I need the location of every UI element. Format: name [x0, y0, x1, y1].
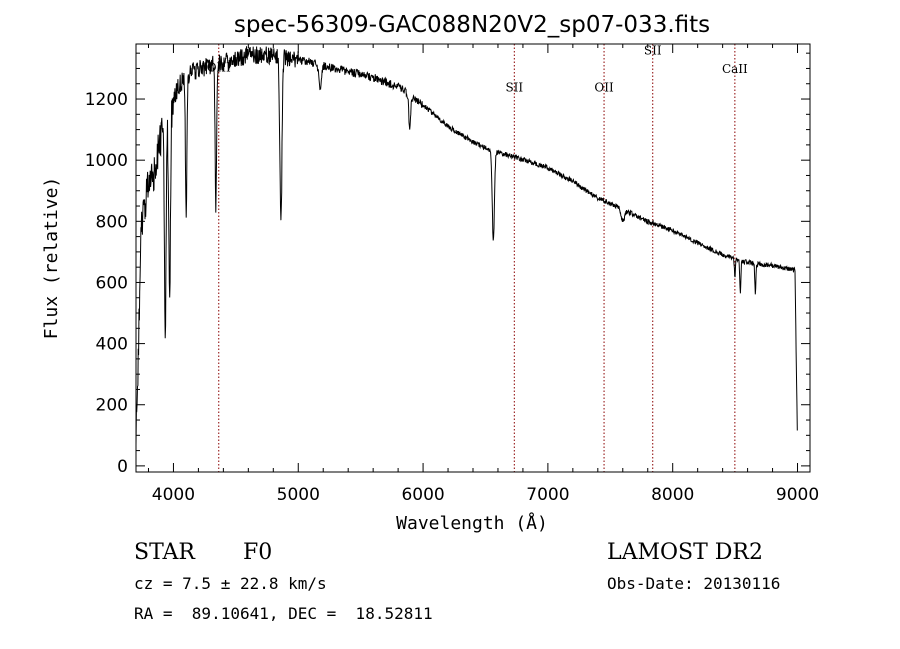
y-tick-label: 200 [96, 396, 128, 416]
x-tick-label: 9000 [776, 485, 819, 505]
x-tick-label: 7000 [526, 485, 569, 505]
y-tick-label: 800 [96, 212, 128, 232]
survey-name: LAMOST DR2 [607, 540, 763, 565]
y-tick-label: 1000 [85, 151, 128, 171]
spectrum-line [135, 46, 798, 445]
y-axis-label: Flux (relative) [41, 177, 62, 340]
observation-date: Obs-Date: 20130116 [607, 574, 781, 593]
redshift-cz: cz = 7.5 ± 22.8 km/s [134, 574, 327, 593]
chart-title: spec-56309-GAC088N20V2_sp07-033.fits [234, 12, 710, 38]
sky-coordinates: RA = 89.10641, DEC = 18.52811 [134, 604, 433, 623]
object-class: STAR [134, 540, 195, 565]
y-tick-label: 600 [96, 273, 128, 293]
object-subclass: F0 [243, 540, 273, 565]
x-tick-label: 5000 [277, 485, 320, 505]
marker-label: SII [505, 80, 523, 94]
y-tick-label: 400 [96, 335, 128, 355]
marker-label: CaII [722, 62, 748, 76]
plot-frame [135, 43, 811, 473]
x-tick-label: 6000 [401, 485, 444, 505]
y-axis: 0 200 400 600 800 1000 1200 [85, 52, 810, 477]
x-tick-label: 4000 [152, 485, 195, 505]
x-axis: 4000 5000 6000 7000 8000 9000 [147, 44, 819, 505]
x-axis-label: Wavelength (Å) [396, 512, 548, 534]
spectrum-series [135, 46, 798, 445]
marker-label: OII [594, 80, 614, 94]
y-tick-label: 1200 [85, 90, 128, 110]
marker-label: SII [644, 44, 662, 58]
spectrum-chart: spec-56309-GAC088N20V2_sp07-033.fits OII… [41, 12, 819, 534]
x-tick-label: 8000 [651, 485, 694, 505]
y-tick-label: 0 [117, 457, 128, 477]
